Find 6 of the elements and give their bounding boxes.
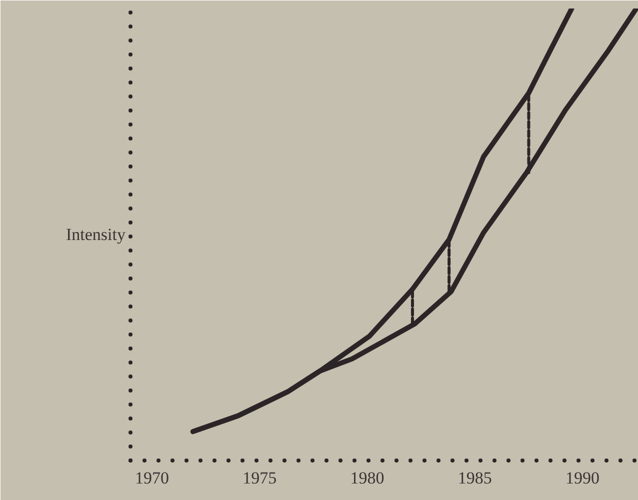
x-tick-label: 1990 [566,468,600,488]
x-tick-label: 1970 [135,468,170,488]
y-axis-title: Intensity [66,225,126,244]
x-tick-label: 1980 [350,468,384,488]
x-tick-label: 1975 [242,468,277,488]
x-tick-label: 1985 [458,468,492,488]
